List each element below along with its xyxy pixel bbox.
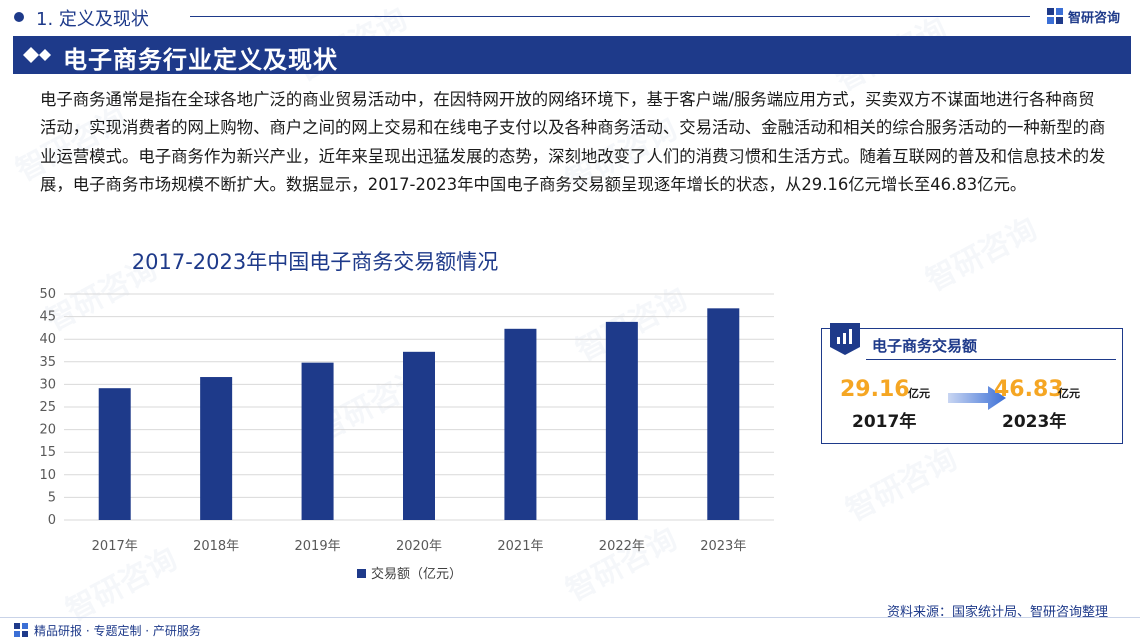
- description-paragraph: 电子商务通常是指在全球各地广泛的商业贸易活动中，在因特网开放的网络环境下，基于客…: [40, 90, 1106, 195]
- y-tick-label: 25: [39, 400, 56, 415]
- brand-logo: 智研咨询: [1046, 6, 1120, 26]
- bar: [200, 377, 233, 520]
- end-value: 46.83: [994, 377, 1064, 402]
- header-divider: [190, 16, 1030, 17]
- y-tick-label: 40: [39, 332, 56, 347]
- x-tick-label: 2018年: [193, 539, 239, 554]
- y-tick-label: 35: [39, 355, 56, 370]
- y-tick-label: 10: [39, 468, 56, 483]
- start-unit: 亿元: [908, 387, 930, 400]
- watermark: 智研咨询: [917, 204, 1044, 299]
- end-year: 2023年: [1002, 412, 1067, 432]
- title-band: 电子商务行业定义及现状: [13, 36, 1131, 74]
- chart-svg: 0 5 10 15 20 25 30 35 40 45 50 2017年 2018年 2019年 2020年…: [39, 287, 774, 582]
- x-tick-label: 2021年: [497, 539, 543, 554]
- growth-chart-icon: [830, 323, 860, 355]
- legend-swatch: [357, 569, 366, 578]
- bar: [707, 308, 740, 520]
- logo-text: 智研咨询: [1068, 10, 1121, 26]
- footer-divider: [0, 617, 1140, 618]
- bar: [301, 362, 334, 520]
- page-title: 电子商务行业定义及现状: [63, 46, 338, 74]
- chart-title: 2017-2023年中国电子商务交易额情况: [131, 250, 499, 274]
- y-tick-label: 45: [39, 310, 56, 325]
- footer-logo-icon: [14, 623, 28, 637]
- x-tick-label: 2022年: [599, 539, 645, 554]
- source-note: 资料来源：国家统计局、智研咨询整理: [886, 605, 1108, 620]
- end-unit: 亿元: [1058, 387, 1080, 400]
- bar: [605, 321, 638, 520]
- y-tick-label: 15: [39, 445, 56, 460]
- logo-mark-icon: [1047, 8, 1063, 24]
- x-tick-label: 2019年: [295, 539, 341, 554]
- section-title: 1. 定义及现状: [36, 9, 149, 30]
- arrow-right-icon: [948, 386, 1006, 410]
- x-tick-label: 2017年: [92, 539, 138, 554]
- y-tick-label: 5: [48, 490, 56, 505]
- legend-label: 交易额（亿元）: [371, 566, 462, 582]
- summary-card-label: 电子商务交易额: [872, 337, 978, 355]
- bar: [98, 388, 131, 520]
- y-tick-label: 20: [39, 423, 56, 438]
- diamond-icon: [23, 47, 51, 63]
- bar: [504, 328, 537, 520]
- section-bullet-icon: [14, 12, 24, 22]
- summary-card: 电子商务交易额 29.16 亿元 2017年 46.83 亿元 2023年: [821, 323, 1123, 444]
- y-tick-label: 0: [48, 513, 56, 528]
- top-header: 1. 定义及现状 智研咨询: [0, 0, 1140, 32]
- y-tick-label: 50: [39, 287, 56, 302]
- x-tick-label: 2023年: [700, 539, 746, 554]
- footer-tagline: 精品研报 · 专题定制 · 产研服务: [34, 623, 201, 638]
- watermark: 智研咨询: [837, 434, 964, 529]
- summary-card-divider: [866, 359, 1116, 360]
- y-tick-label: 30: [39, 377, 56, 392]
- x-tick-label: 2020年: [396, 539, 442, 554]
- footer: 精品研报 · 专题定制 · 产研服务: [14, 621, 201, 639]
- start-year: 2017年: [852, 412, 917, 432]
- bar-chart: 0 5 10 15 20 25 30 35 40 45 50 2017年 2018年 2019年 2020年…: [30, 236, 790, 596]
- bar: [403, 351, 435, 520]
- start-value: 29.16: [840, 377, 910, 402]
